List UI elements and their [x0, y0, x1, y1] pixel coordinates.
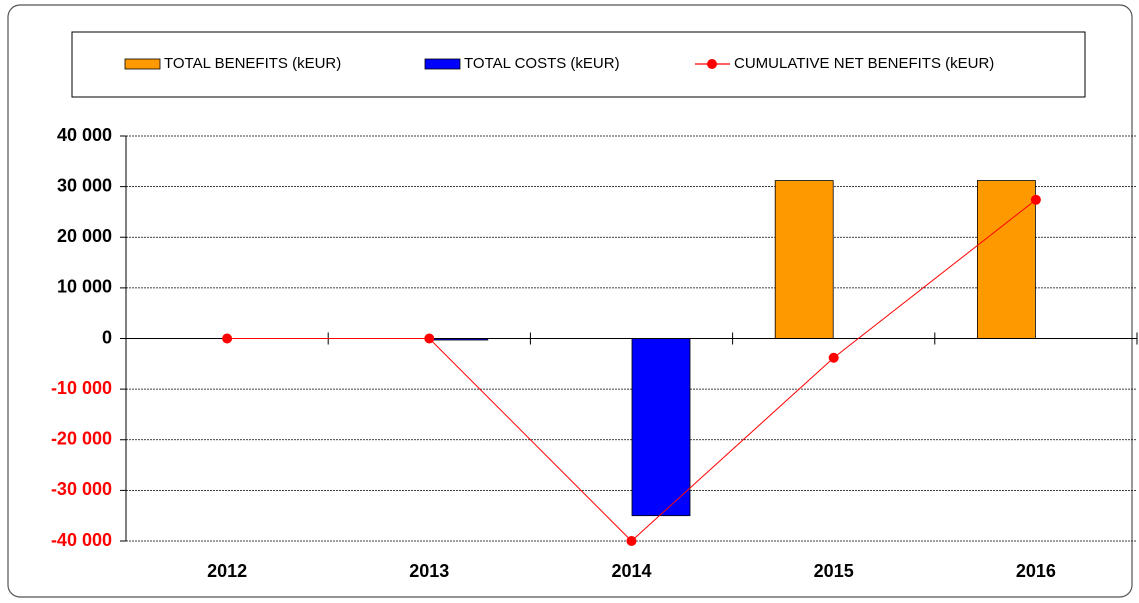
y-tick-label: 0	[102, 327, 112, 347]
y-tick-label: 20 000	[57, 226, 112, 246]
bar	[774, 180, 834, 339]
y-tick-label: 40 000	[57, 125, 112, 145]
x-tick-label: 2014	[611, 561, 651, 581]
legend-label: CUMULATIVE NET BENEFITS (kEUR)	[734, 55, 994, 72]
chart-frame	[7, 4, 1133, 598]
legend-box	[71, 31, 1086, 98]
y-tick-label: 30 000	[57, 175, 112, 195]
x-tick-label: 2013	[409, 561, 449, 581]
x-tick-label: 2015	[814, 561, 854, 581]
bar	[977, 180, 1036, 339]
y-tick-label: -20 000	[51, 429, 112, 449]
x-tick-label: 2016	[1016, 561, 1056, 581]
line-marker	[222, 333, 233, 344]
y-tick-label: 10 000	[57, 277, 112, 297]
y-tick-label: -30 000	[51, 479, 112, 499]
legend-swatch	[124, 58, 161, 70]
line-marker	[1030, 194, 1041, 205]
legend-swatch	[424, 58, 461, 70]
line-marker	[828, 352, 839, 363]
line-marker	[424, 333, 435, 344]
x-tick-label: 2012	[207, 561, 247, 581]
y-tick-label: -10 000	[51, 378, 112, 398]
y-tick-label: -40 000	[51, 530, 112, 550]
legend-marker	[707, 59, 717, 69]
legend-label: TOTAL BENEFITS (kEUR)	[164, 55, 341, 72]
line-marker	[626, 536, 637, 546]
legend-label: TOTAL COSTS (kEUR)	[464, 55, 620, 72]
bar	[631, 338, 691, 517]
